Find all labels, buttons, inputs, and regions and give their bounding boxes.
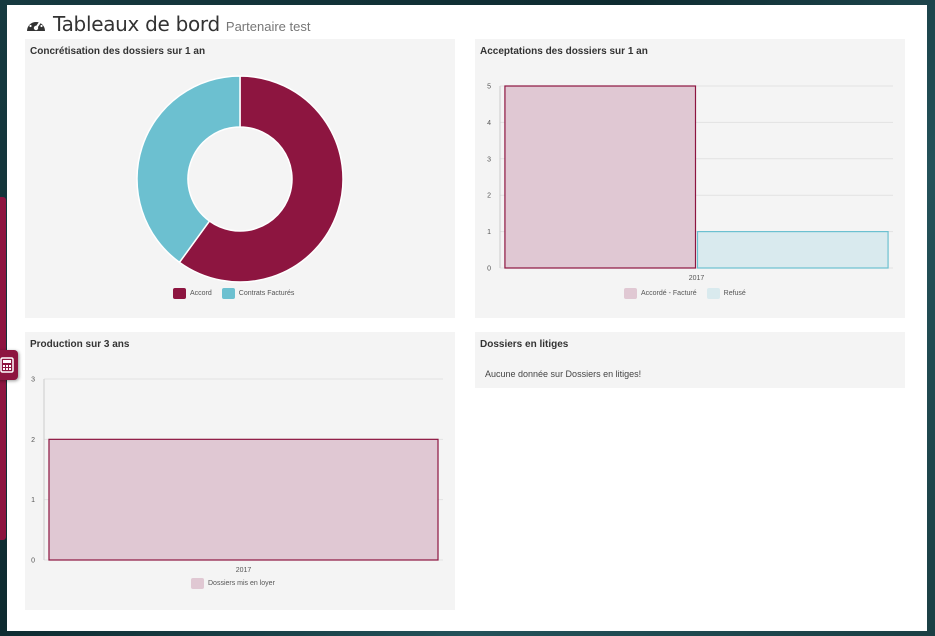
calculator-button[interactable]: [0, 350, 18, 380]
production-legend: Dossiers mis en loyer: [191, 578, 279, 589]
donut-chart: [136, 75, 344, 283]
donut-slice: [136, 75, 241, 264]
panel-title: Dossiers en litiges: [480, 339, 569, 350]
dashboard-gauge-icon: [27, 19, 45, 31]
bar: [48, 438, 439, 561]
legend-item[interactable]: Accordé - Facturé: [624, 288, 697, 299]
y-tick-label: 4: [487, 120, 491, 127]
y-tick-label: 3: [31, 377, 35, 384]
legend-item[interactable]: Contrats Facturés: [221, 288, 295, 299]
legend-label: Accordé - Facturé: [641, 290, 697, 297]
legend-item[interactable]: Refusé: [706, 288, 746, 299]
panel-title: Concrétisation des dossiers sur 1 an: [30, 46, 206, 57]
y-tick-label: 1: [487, 229, 491, 236]
legend-item[interactable]: Accord: [173, 288, 212, 299]
bar: [504, 85, 697, 269]
x-tick-label: 2017: [689, 275, 705, 282]
page-subtitle: Partenaire test: [225, 19, 311, 34]
bar: [696, 231, 889, 269]
no-data-message: Aucune donnée sur Dossiers en litiges!: [485, 369, 642, 379]
panel-concretisation: Concrétisation des dossiers sur 1 an Acc…: [25, 39, 455, 318]
donut-slice: [178, 75, 344, 283]
legend-swatch: [191, 578, 204, 589]
panel-title: Production sur 3 ans: [30, 339, 130, 350]
legend-label: Dossiers mis en loyer: [208, 580, 275, 587]
donut-legend: Accord Contrats Facturés: [173, 288, 298, 299]
y-tick-label: 2: [31, 437, 35, 444]
calculator-icon: [0, 357, 14, 373]
legend-item[interactable]: Dossiers mis en loyer: [191, 578, 275, 589]
legend-swatch: [221, 288, 235, 299]
legend-label: Accord: [190, 290, 212, 297]
page-title: Tableaux de bord: [53, 12, 220, 36]
production-bar-chart: 0 1 2 3 2017: [31, 377, 443, 574]
acceptations-bar-chart: 0 1 2 3 4 5 2017: [487, 84, 893, 282]
y-tick-label: 3: [487, 156, 491, 163]
y-tick-label: 0: [487, 266, 491, 273]
panel-production: Production sur 3 ans 0 1 2 3 2017 Dossiers m…: [25, 332, 455, 610]
acceptations-legend: Accordé - Facturé Refusé: [624, 288, 750, 299]
panel-title: Acceptations des dossiers sur 1 an: [480, 46, 648, 57]
panel-acceptations: Acceptations des dossiers sur 1 an 0 1 2 3 4…: [475, 39, 905, 318]
x-tick-label: 2017: [236, 567, 252, 574]
legend-swatch: [706, 288, 720, 299]
dashboard-frame: Tableaux de bord Partenaire test Concrét…: [7, 5, 927, 631]
y-tick-label: 1: [31, 497, 35, 504]
legend-swatch: [173, 288, 186, 299]
legend-swatch: [624, 288, 637, 299]
y-tick-label: 2: [487, 193, 491, 200]
y-tick-label: 0: [31, 558, 35, 565]
page-header: Tableaux de bord Partenaire test: [25, 12, 310, 42]
legend-label: Contrats Facturés: [238, 290, 295, 297]
legend-label: Refusé: [723, 290, 746, 297]
y-tick-label: 5: [487, 84, 491, 91]
panel-litiges: Dossiers en litiges Aucune donnée sur Do…: [475, 332, 905, 388]
